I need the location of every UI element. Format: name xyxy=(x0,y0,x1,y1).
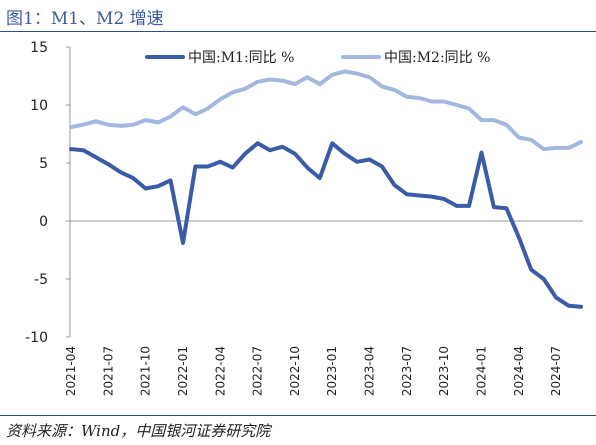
x-tick-label: 2023-07 xyxy=(400,346,414,396)
x-tick-label: 2022-04 xyxy=(213,346,227,396)
legend-label: 中国:M1:同比 % xyxy=(188,50,294,66)
plot-lines xyxy=(69,69,583,309)
y-tick-label: 5 xyxy=(39,156,48,172)
source-note: 资料来源：Wind，中国银河证券研究院 xyxy=(6,422,271,440)
line-chart: 中国:M1:同比 % 中国:M2:同比 % 15 10 5 0 -5 -10 2021-04… xyxy=(25,40,583,396)
x-tick-label: 2023-04 xyxy=(363,346,377,396)
y-tick-label: -10 xyxy=(25,330,48,346)
y-axis: 15 10 5 0 -5 -10 xyxy=(25,40,71,346)
x-tick-label: 2023-01 xyxy=(325,346,339,396)
x-tick-label: 2021-07 xyxy=(101,346,115,396)
y-tick-label: -5 xyxy=(34,272,48,288)
y-tick-label: 0 xyxy=(39,214,48,230)
x-tick-label: 2021-04 xyxy=(64,346,78,396)
y-tick-label: 10 xyxy=(30,98,48,114)
title-rule xyxy=(0,31,596,32)
x-tick-label: 2023-10 xyxy=(437,346,451,396)
series-line-m1 xyxy=(69,141,583,309)
legend-label: 中国:M2:同比 % xyxy=(384,50,490,66)
x-tick-label: 2024-04 xyxy=(512,346,526,396)
x-tick-label: 2022-07 xyxy=(251,346,265,396)
source-rule xyxy=(0,415,596,416)
figure-title: 图1：M1、M2 增速 xyxy=(6,9,164,29)
legend: 中国:M1:同比 % 中国:M2:同比 % xyxy=(145,50,490,66)
x-tick-label: 2022-10 xyxy=(288,346,302,396)
x-axis: 2021-04 2021-07 2021-10 2022-01 2022-04 2022-… xyxy=(64,220,583,396)
x-tick-label: 2021-10 xyxy=(139,346,153,396)
x-tick-label: 2024-01 xyxy=(474,346,488,396)
y-tick-label: 15 xyxy=(30,40,48,56)
series-line-m2 xyxy=(69,69,583,152)
x-tick-label: 2024-07 xyxy=(549,346,563,396)
x-tick-label: 2022-01 xyxy=(176,346,190,396)
